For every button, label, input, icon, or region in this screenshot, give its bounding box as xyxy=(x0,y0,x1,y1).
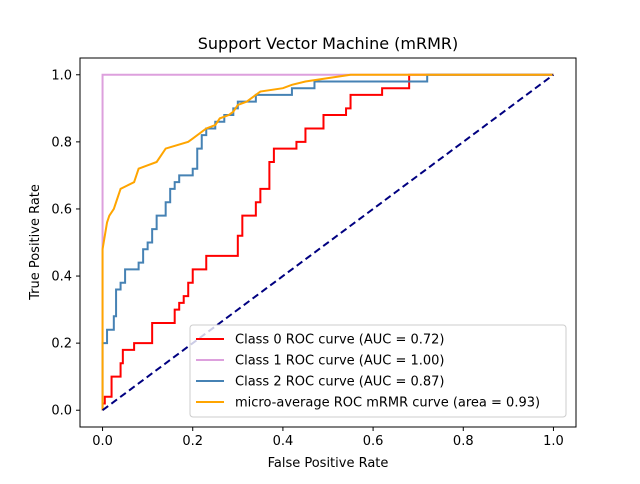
plot-area xyxy=(101,73,555,412)
series-line-2 xyxy=(101,73,554,411)
x-tick-label: 0.8 xyxy=(453,434,474,449)
diagonal-reference-line xyxy=(101,73,555,412)
x-tick-label: 0.2 xyxy=(182,434,203,449)
y-tick-label: 0.2 xyxy=(51,337,72,352)
x-axis: 0.0 0.2 0.4 0.6 0.8 1.0 xyxy=(92,427,564,449)
plot-frame xyxy=(79,57,577,428)
chart-title: Support Vector Machine (mRMR) xyxy=(198,34,459,53)
legend-label: Class 2 ROC curve (AUC = 0.87) xyxy=(235,375,445,390)
series-line-3 xyxy=(101,73,554,411)
x-tick-label: 1.0 xyxy=(543,434,564,449)
y-tick-label: 0.4 xyxy=(51,270,72,285)
legend-label: Class 1 ROC curve (AUC = 1.00) xyxy=(235,354,445,369)
y-axis-label: True Positive Rate xyxy=(28,184,43,301)
y-tick-label: 0.6 xyxy=(51,202,72,217)
legend-label: micro-average ROC mRMR curve (area = 0.9… xyxy=(235,396,540,411)
series-line-0 xyxy=(101,73,554,411)
x-tick-label: 0.4 xyxy=(273,434,294,449)
y-tick-label: 0.8 xyxy=(51,135,72,150)
y-tick-label: 1.0 xyxy=(51,68,72,83)
legend-label: Class 0 ROC curve (AUC = 0.72) xyxy=(235,333,445,348)
y-tick-label: 0.0 xyxy=(51,404,72,419)
legend-box xyxy=(189,324,567,418)
x-axis-label: False Positive Rate xyxy=(268,456,389,471)
x-tick-label: 0.6 xyxy=(363,434,384,449)
legend: Class 0 ROC curve (AUC = 0.72) Class 1 RO… xyxy=(189,324,567,418)
x-tick-label: 0.0 xyxy=(92,434,113,449)
y-axis: 0.0 0.2 0.4 0.6 0.8 1.0 xyxy=(51,68,80,419)
